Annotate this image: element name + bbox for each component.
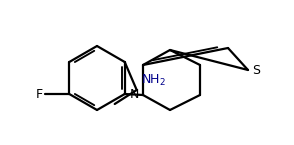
Text: F: F <box>36 87 43 100</box>
Text: N: N <box>130 88 139 102</box>
Text: NH$_2$: NH$_2$ <box>141 73 166 88</box>
Text: S: S <box>252 64 260 77</box>
